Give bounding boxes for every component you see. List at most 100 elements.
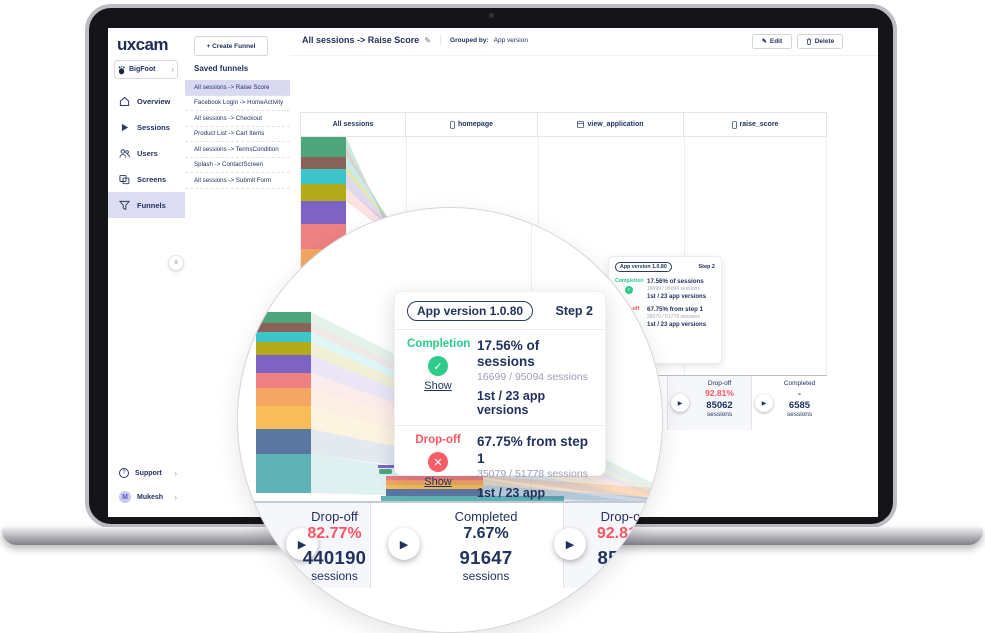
edit-button[interactable]: ✎ Edit [752,34,792,49]
support-label: Support [135,469,162,477]
stat-count: 91647 [459,547,513,568]
funnel-band [301,169,346,184]
play-sessions-button[interactable]: ▶ [388,528,420,560]
sidebar-item-label: Users [137,148,158,158]
funnel-band [256,312,311,323]
delete-button-label: Delete [814,38,835,45]
dropoff-headline: 67.75% from step 1 [477,434,589,466]
stat-label: Drop-off [311,509,358,524]
funnel-list-item[interactable]: All sessions -> TermsCondition [185,142,290,158]
edit-button-label: Edit [769,38,783,45]
funnel-band [256,406,311,429]
sidebar-item-profile[interactable]: M Mukesh › [108,486,185,508]
funnel-band [386,484,483,489]
users-icon [119,148,130,159]
sidebar-nav: Overview Sessions Users Screens Funnels [108,88,185,218]
sidebar-item-funnels[interactable]: Funnels [108,192,185,218]
sidebar-item-label: Screens [137,174,167,184]
play-icon: ▶ [565,538,575,551]
stat-unit: sessions [311,569,358,583]
funnel-list-item[interactable]: All sessions -> Submit Form [185,173,290,189]
completion-headline: 17.56% of sessions [647,278,704,285]
dropoff-rank: 1st / 23 app versions [647,322,707,329]
stat-count: 85062 [706,400,733,411]
avatar: M [119,491,131,503]
chevron-right-icon: › [174,492,177,502]
dropoff-detail: 35079 / 51778 sessions [477,467,588,480]
delete-button[interactable]: Delete [797,34,843,49]
collapse-icon: ≡ [174,260,178,266]
funnel-list-item[interactable]: Splash -> ContactScreen [185,158,290,173]
stat-cell-dropoff: ▶ Drop-off 92.81% 85062 sessions [668,376,752,430]
pencil-icon: ✎ [761,39,767,45]
dropoff-label: Drop-off [415,434,461,447]
funnel-band [256,388,311,406]
main-area: All sessions -> Raise Score ✎ Grouped by… [290,28,878,517]
sidebar: uxcam BigFoot › Overview Sessions Users [108,28,186,517]
home-icon [119,96,130,107]
dropoff-detail: 35079 / 51778 sessions [647,314,700,321]
sidebar-item-users[interactable]: Users [108,140,185,166]
play-sessions-button[interactable]: ▶ [755,394,773,412]
stats-row-magnified: ▶ Drop-off 82.77% 440190 sessions ▶ Comp… [238,501,662,588]
stat-cell-dropoff: ▶ Drop-off 82.77% 440190 sessions [238,503,371,588]
screens-icon [119,174,130,185]
play-sessions-button[interactable]: ▶ [554,528,586,560]
step-label: Step 2 [698,264,715,270]
stat-unit: sessions [600,569,648,583]
page-title: All sessions -> Raise Score [302,35,420,45]
stat-unit: sessions [706,411,733,418]
show-completion-link[interactable]: Show [424,380,452,392]
column-header-homepage: homepage [406,113,538,136]
edit-title-icon[interactable]: ✎ [424,35,432,45]
stat-percent: 92.81% [596,525,652,542]
sidebar-item-overview[interactable]: Overview [108,88,185,114]
play-sessions-button[interactable]: ▶ [286,528,318,560]
profile-name: Mukesh [137,493,164,501]
show-dropoff-link[interactable]: Show [424,476,452,489]
saved-funnels-list: All sessions -> Raise Score Facebook Log… [185,80,290,189]
funnel-header: All sessions -> Raise Score ✎ Grouped by… [290,28,878,56]
divider [395,329,605,330]
divider [440,35,442,45]
stat-label: Completed [783,380,816,387]
sidebar-collapse-button[interactable]: ≡ [168,255,184,271]
stat-count: 6585 [788,400,811,411]
funnel-band [256,332,311,342]
stat-cell-dropoff: ▶ Drop-off 92.81% 85062 sessions [554,503,662,588]
sidebar-item-screens[interactable]: Screens [108,166,185,192]
play-icon: ▶ [297,538,307,551]
sidebar-item-sessions[interactable]: Sessions [108,114,185,140]
funnel-list-item[interactable]: All sessions -> Raise Score [185,80,290,96]
funnel-flow-fan-small [483,476,662,508]
bigfoot-icon [118,65,126,75]
column-label: view_application [587,121,644,128]
funnel-list-item[interactable]: Product List -> Cart Items [185,127,290,142]
stat-cell-completed: ▶ Completed 7.67% 91647 sessions [371,503,564,588]
funnel-band [301,157,346,169]
stat-percent: 7.67% [463,525,509,542]
funnel-list-item[interactable]: Facebook Login -> HomeActivity [185,96,290,111]
sidebar-item-label: Sessions [137,122,170,132]
play-sessions-button[interactable]: ▶ [671,394,689,412]
uxcam-logo: uxcam [117,35,168,54]
step-label: Step 2 [555,304,593,318]
stat-cell-completed: ▶ Completed - 6585 sessions [752,376,827,430]
funnel-band [379,469,392,474]
funnel-band [386,479,483,485]
stat-percent: - [798,388,801,398]
completion-headline: 17.56% of sessions [477,338,540,370]
funnel-band [256,373,311,388]
funnel-band [256,342,311,355]
create-funnel-button[interactable]: + Create Funnel [194,36,268,56]
sidebar-item-support[interactable]: ? Support › [108,462,185,484]
workspace-selector[interactable]: BigFoot › [114,60,178,79]
app-window-icon [577,121,585,128]
funnel-list-item[interactable]: All sessions -> Checkout [185,111,290,127]
completion-rank: 1st / 23 app versions [647,294,707,301]
phone-icon [450,120,455,129]
funnel-band [301,137,346,157]
stat-percent: 82.77% [307,525,362,542]
column-header-raise-score: raise_score [684,113,826,136]
column-header-all-sessions: All sessions [301,113,406,136]
